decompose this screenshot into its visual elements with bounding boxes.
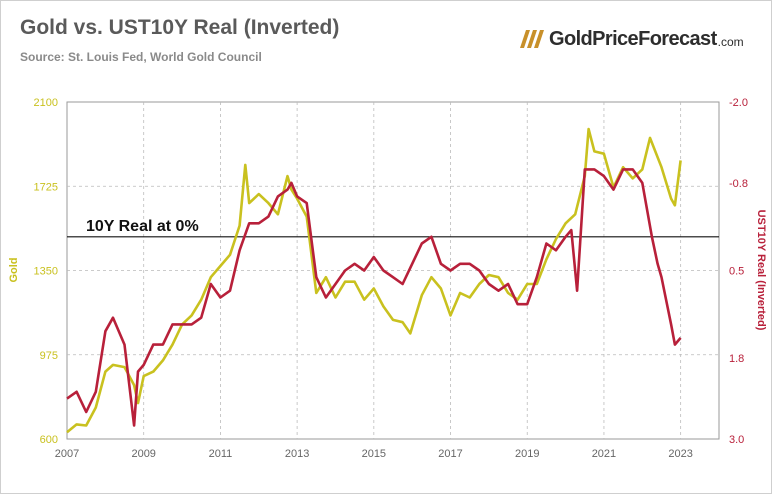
x-axis-ticks: 2007 2009 2011 2013 2015 2017 2019 2021 2023 [55,448,693,460]
x-tick-label: 2017 [438,448,462,460]
right-axis-label: UST10Y Real (Inverted) [755,210,767,331]
x-tick-label: 2011 [209,448,233,460]
brand-logo: GoldPriceForecast .com [520,26,744,52]
right-tick-label: 1.8 [729,353,744,365]
left-axis-ticks: 600 975 1350 1725 2100 [34,97,58,446]
x-tick-label: 2007 [55,448,79,460]
x-tick-label: 2015 [362,448,386,460]
brand-name: GoldPriceForecast [549,27,717,50]
right-tick-label: -2.0 [729,97,748,109]
gold-series-line [66,127,682,434]
left-tick-label: 1725 [34,181,58,193]
x-tick-label: 2021 [592,448,616,460]
x-tick-label: 2013 [285,448,309,460]
x-tick-label: 2009 [131,448,155,460]
reference-line-label: 10Y Real at 0% [86,218,199,235]
right-tick-label: 3.0 [729,434,744,446]
chart-source: Source: St. Louis Fed, World Gold Counci… [20,50,262,64]
x-tick-label: 2019 [515,448,539,460]
right-tick-label: 0.5 [729,266,744,278]
left-tick-label: 1350 [34,266,58,278]
right-axis-ticks: -2.0 -0.8 0.5 1.8 3.0 [729,97,748,446]
right-tick-label: -0.8 [729,178,748,190]
gold-bars-icon [520,30,544,48]
chart-title: Gold vs. UST10Y Real (Inverted) [20,16,340,39]
x-tick-label: 2023 [668,448,692,460]
gridlines [67,102,719,439]
left-tick-label: 975 [40,350,58,362]
brand-domain: .com [717,35,744,49]
real-yield-series-line [66,168,682,427]
left-tick-label: 2100 [34,97,58,109]
left-axis-label: Gold [8,257,20,282]
left-tick-label: 600 [40,434,58,446]
